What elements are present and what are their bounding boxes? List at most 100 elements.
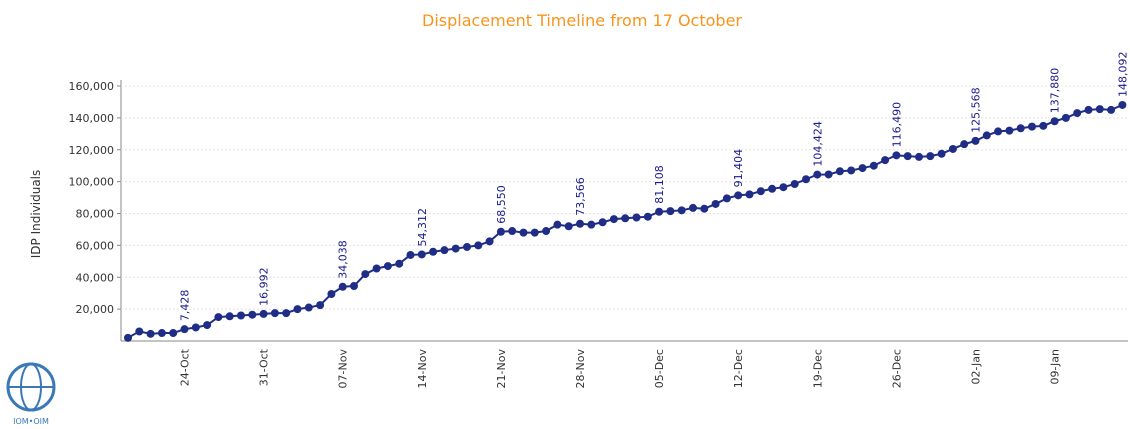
data-point <box>960 140 969 149</box>
data-point <box>372 264 381 273</box>
data-point <box>689 203 697 212</box>
data-point <box>259 309 268 318</box>
x-tick-label: 05-Dec <box>653 349 666 388</box>
data-label: 137,880 <box>1049 68 1062 114</box>
data-point <box>191 323 200 332</box>
data-point <box>169 329 178 338</box>
data-point <box>779 183 788 192</box>
data-label: 7,428 <box>179 290 192 322</box>
data-point <box>485 237 494 246</box>
y-axis-label: IDP Individuals <box>29 170 43 259</box>
data-point <box>948 144 957 153</box>
data-point <box>157 329 166 338</box>
data-point <box>564 222 573 231</box>
data-point <box>790 180 799 189</box>
x-tick-label: 12-Dec <box>732 349 745 388</box>
data-point <box>745 190 754 199</box>
data-point <box>282 309 291 318</box>
y-tick-label: 60,000 <box>76 239 115 252</box>
y-tick-label: 80,000 <box>76 208 115 221</box>
data-point <box>892 151 901 160</box>
data-point <box>463 242 471 251</box>
data-point <box>587 220 596 229</box>
x-tick-label: 02-Jan <box>970 349 983 385</box>
data-point <box>440 246 449 255</box>
data-point <box>406 250 415 259</box>
data-label: 34,038 <box>337 240 350 279</box>
data-point <box>971 136 980 145</box>
data-point <box>542 227 551 236</box>
data-point <box>383 262 392 271</box>
data-point <box>1005 126 1014 135</box>
data-point <box>451 244 460 253</box>
data-point <box>711 199 720 208</box>
data-point <box>270 309 279 318</box>
data-point <box>937 149 946 158</box>
data-point <box>417 250 426 259</box>
data-point <box>316 301 325 310</box>
logo-text: IOM•OIM <box>13 417 49 426</box>
x-tick-label: 14-Nov <box>416 349 429 389</box>
data-label: 16,992 <box>258 267 271 306</box>
data-point <box>146 329 155 338</box>
data-label: 148,092 <box>1116 51 1129 97</box>
data-point <box>180 325 189 334</box>
data-label: 125,568 <box>970 87 983 133</box>
x-tick-label: 19-Dec <box>811 349 824 388</box>
data-point <box>881 156 890 165</box>
data-point <box>632 213 641 222</box>
data-point <box>722 194 731 203</box>
x-tick-label: 07-Nov <box>337 349 350 389</box>
logo: IOM•OIM <box>6 362 56 426</box>
data-label: 91,404 <box>732 149 745 188</box>
data-point <box>203 321 212 330</box>
data-point <box>1107 105 1116 114</box>
data-point <box>598 218 607 227</box>
data-point <box>237 311 245 320</box>
data-point <box>248 310 257 319</box>
data-point <box>474 241 483 250</box>
y-tick-label: 140,000 <box>69 112 115 125</box>
data-label: 116,490 <box>890 102 903 148</box>
data-point <box>915 152 923 161</box>
data-point <box>304 303 313 312</box>
data-point <box>1073 109 1082 118</box>
data-point <box>734 191 743 200</box>
data-point <box>1095 105 1104 114</box>
data-label: 68,550 <box>495 185 508 224</box>
data-point <box>655 207 664 216</box>
y-tick-label: 40,000 <box>76 271 115 284</box>
y-tick-label: 100,000 <box>69 176 115 189</box>
x-tick-label: 31-Oct <box>258 348 271 386</box>
data-label: 54,312 <box>416 208 429 247</box>
data-point <box>609 215 618 224</box>
data-point <box>835 167 844 176</box>
y-tick-label: 160,000 <box>69 80 115 93</box>
data-point <box>869 161 878 170</box>
data-point <box>858 164 867 173</box>
data-point <box>327 289 336 298</box>
data-point <box>666 207 675 216</box>
data-point <box>768 184 777 193</box>
x-tick-label: 09-Jan <box>1049 349 1062 385</box>
data-point <box>135 327 144 336</box>
chart-title: Displacement Timeline from 17 October <box>422 11 742 30</box>
data-point <box>124 333 132 342</box>
data-point <box>225 312 234 321</box>
data-point <box>508 227 517 236</box>
data-point <box>519 228 528 237</box>
data-point <box>1050 117 1059 126</box>
data-point <box>429 247 438 256</box>
data-point <box>926 152 935 161</box>
data-point <box>824 170 833 179</box>
y-tick-label: 20,000 <box>76 303 115 316</box>
y-tick-label: 120,000 <box>69 144 115 157</box>
data-point <box>1028 122 1036 131</box>
x-tick-label: 26-Dec <box>890 349 903 388</box>
data-point <box>756 187 765 196</box>
data-point <box>982 131 991 140</box>
data-point <box>643 212 652 221</box>
data-point <box>1061 113 1070 122</box>
data-point <box>214 313 223 322</box>
